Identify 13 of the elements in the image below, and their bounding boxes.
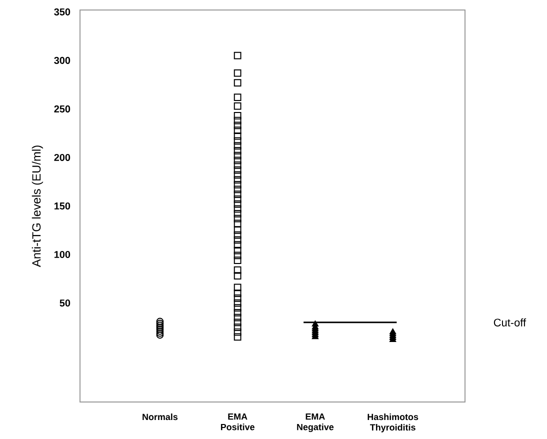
x-tick-label: EMA Positive <box>220 414 254 430</box>
y-tick-label: 350 <box>54 8 70 16</box>
y-tick-label: 100 <box>54 250 70 258</box>
y-tick-label: 50 <box>60 299 70 307</box>
x-tick-label: Normals <box>142 414 178 420</box>
x-tick-label: Hashimotos Thyroiditis <box>368 414 418 432</box>
y-tick-label: 150 <box>54 202 70 210</box>
x-tick-label: EMA Negative <box>297 414 334 432</box>
y-tick-label: 250 <box>54 105 70 112</box>
ref-line-label: Cut-off <box>494 318 526 326</box>
y-axis-title: Anti-tTG levels (EU/ml) <box>32 146 44 268</box>
y-tick-label: 300 <box>54 56 70 64</box>
y-tick-label: 200 <box>54 154 70 161</box>
